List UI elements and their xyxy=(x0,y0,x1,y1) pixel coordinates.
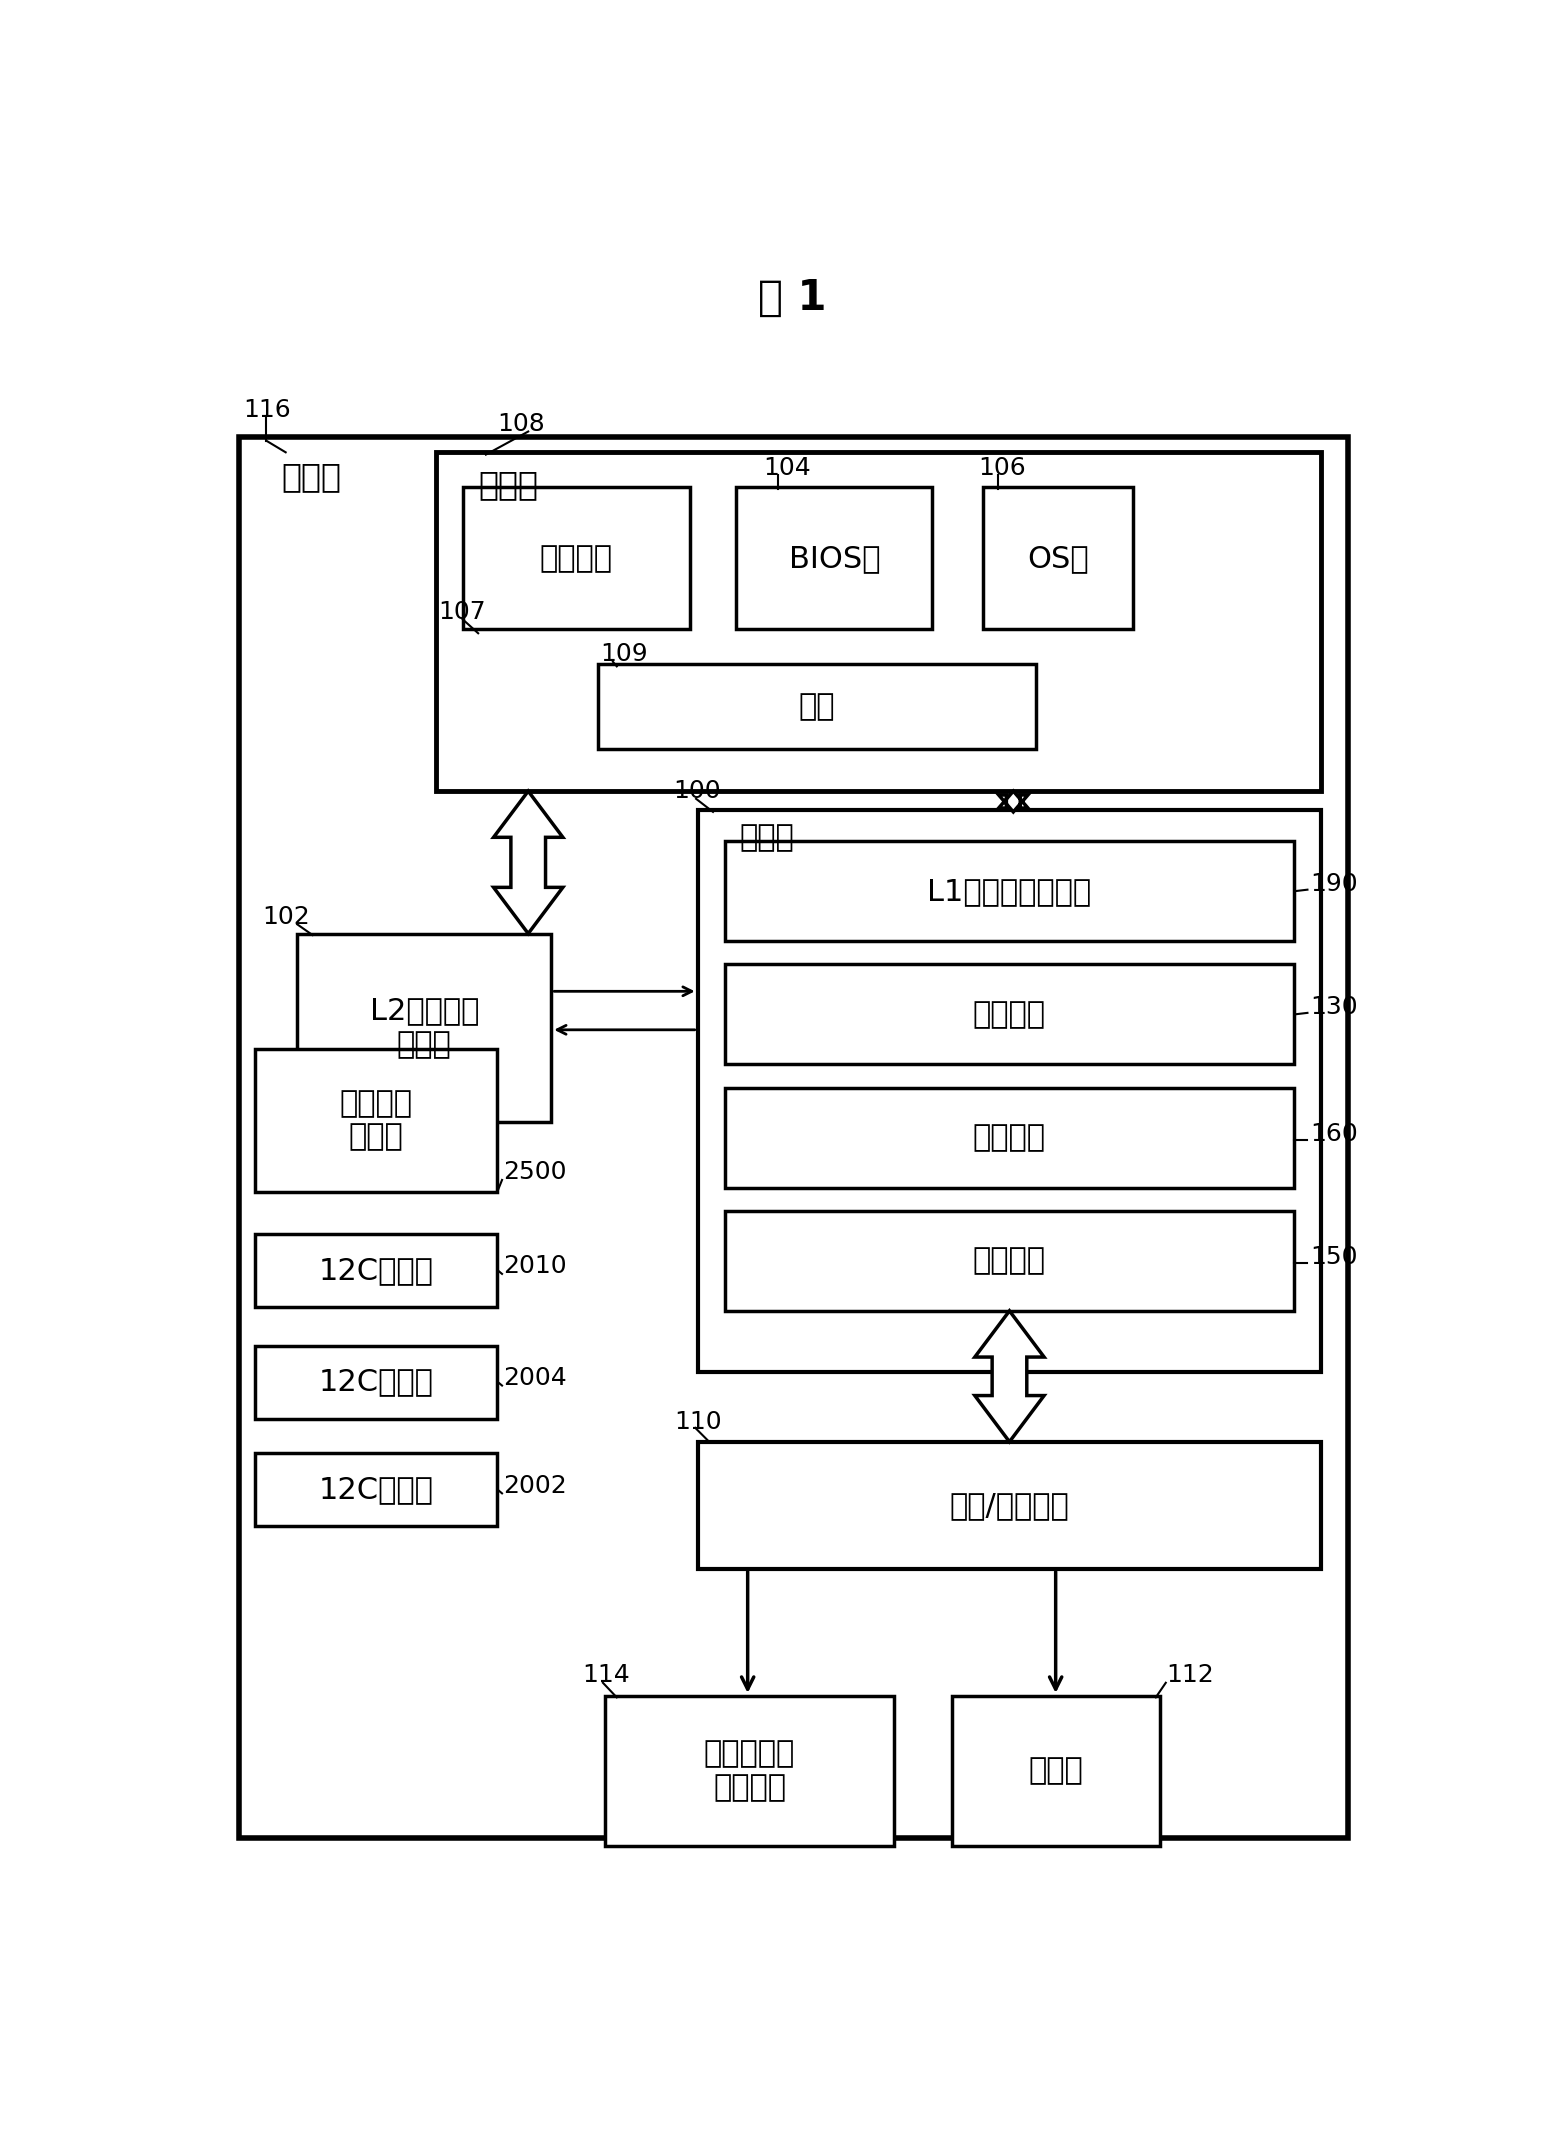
Text: 116: 116 xyxy=(243,399,291,422)
FancyBboxPatch shape xyxy=(255,1233,498,1308)
FancyBboxPatch shape xyxy=(597,663,1036,749)
Polygon shape xyxy=(976,1312,1044,1442)
Text: 12C监视器: 12C监视器 xyxy=(318,1256,433,1284)
Text: 存储器: 存储器 xyxy=(478,467,538,501)
Text: 100: 100 xyxy=(673,779,720,804)
Text: 2002: 2002 xyxy=(504,1474,567,1497)
Text: 控制电路: 控制电路 xyxy=(972,1124,1047,1152)
FancyBboxPatch shape xyxy=(725,840,1294,941)
Text: 其他计算机
和服务器: 其他计算机 和服务器 xyxy=(703,1741,795,1802)
Text: L2高速缓冲
存储器: L2高速缓冲 存储器 xyxy=(369,996,479,1060)
Text: 112: 112 xyxy=(1166,1664,1214,1687)
FancyBboxPatch shape xyxy=(725,964,1294,1064)
FancyBboxPatch shape xyxy=(736,486,932,629)
FancyBboxPatch shape xyxy=(297,934,552,1122)
Polygon shape xyxy=(999,791,1028,813)
Text: 12C从设备: 12C从设备 xyxy=(318,1367,433,1397)
Text: 109: 109 xyxy=(600,642,648,665)
FancyBboxPatch shape xyxy=(983,486,1133,629)
FancyBboxPatch shape xyxy=(952,1696,1160,1845)
Text: 106: 106 xyxy=(979,456,1027,480)
Text: 处理器: 处理器 xyxy=(741,823,795,851)
FancyBboxPatch shape xyxy=(240,437,1348,1839)
Text: 输入/输出接口: 输入/输出接口 xyxy=(949,1491,1070,1521)
Text: 102: 102 xyxy=(263,904,311,928)
Text: 12C主设备: 12C主设备 xyxy=(318,1476,433,1504)
Text: 107: 107 xyxy=(438,599,485,623)
Text: 2500: 2500 xyxy=(504,1160,567,1184)
Text: 图 1: 图 1 xyxy=(758,277,827,320)
Text: 其他程序: 其他程序 xyxy=(540,544,612,572)
Text: 服务器: 服务器 xyxy=(281,461,342,493)
FancyBboxPatch shape xyxy=(604,1696,894,1845)
FancyBboxPatch shape xyxy=(255,1453,498,1527)
FancyBboxPatch shape xyxy=(725,1212,1294,1312)
Text: 150: 150 xyxy=(1309,1246,1357,1269)
Text: BIOS码: BIOS码 xyxy=(788,544,880,572)
FancyBboxPatch shape xyxy=(255,1049,498,1192)
FancyBboxPatch shape xyxy=(697,1442,1322,1568)
Text: 2004: 2004 xyxy=(504,1365,567,1391)
Text: 114: 114 xyxy=(583,1664,629,1687)
Text: 108: 108 xyxy=(498,412,546,435)
Text: L1高速缓冲存储器: L1高速缓冲存储器 xyxy=(928,877,1091,907)
Text: 数据库: 数据库 xyxy=(1028,1755,1084,1785)
FancyBboxPatch shape xyxy=(255,1346,498,1418)
FancyBboxPatch shape xyxy=(725,1088,1294,1188)
Text: 190: 190 xyxy=(1309,872,1357,896)
Text: 数据: 数据 xyxy=(799,691,835,721)
Polygon shape xyxy=(493,791,563,934)
FancyBboxPatch shape xyxy=(436,452,1322,791)
Text: 执行单元: 执行单元 xyxy=(972,1246,1047,1276)
Text: 2010: 2010 xyxy=(504,1254,567,1278)
Text: 取指装置: 取指装置 xyxy=(972,1000,1047,1028)
FancyBboxPatch shape xyxy=(697,811,1322,1372)
Text: 130: 130 xyxy=(1309,994,1357,1020)
Text: 底板管理
控制器: 底板管理 控制器 xyxy=(340,1090,413,1152)
Text: 110: 110 xyxy=(674,1410,722,1433)
FancyBboxPatch shape xyxy=(462,486,690,629)
Text: 104: 104 xyxy=(764,456,810,480)
Text: OS码: OS码 xyxy=(1027,544,1088,572)
Text: 160: 160 xyxy=(1309,1122,1357,1145)
